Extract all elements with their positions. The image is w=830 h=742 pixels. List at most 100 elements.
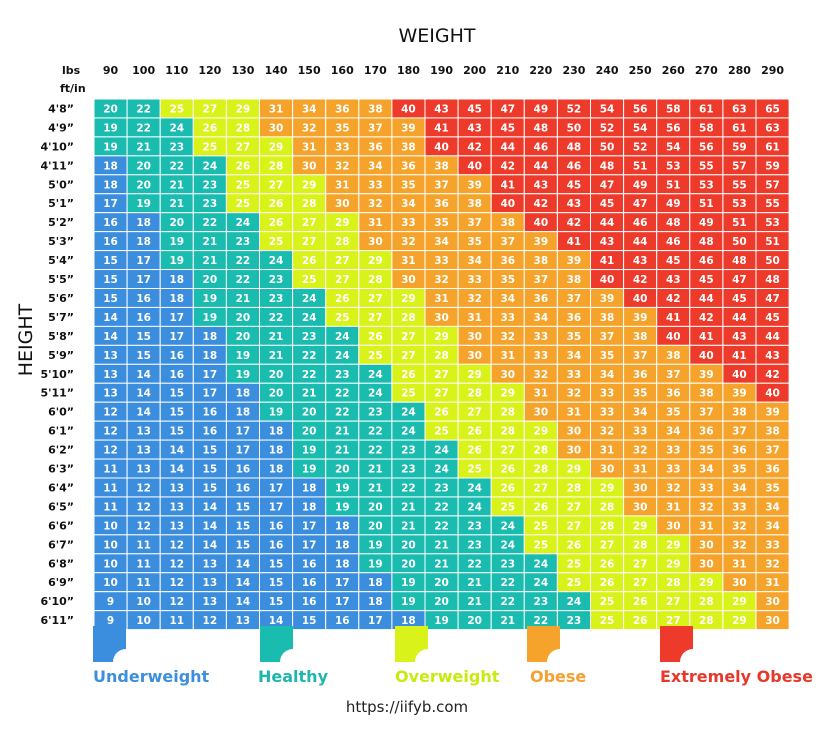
bmi-value: 12 [169, 596, 184, 608]
weight-header: 110 [165, 64, 188, 77]
bmi-value: 24 [368, 388, 383, 400]
weight-header: 200 [463, 64, 486, 77]
weight-header: 160 [331, 64, 354, 77]
bmi-value: 51 [699, 198, 714, 210]
bmi-value: 39 [600, 293, 615, 305]
bmi-value: 33 [666, 464, 681, 476]
bmi-value: 27 [600, 539, 615, 551]
bmi-value: 50 [732, 236, 747, 248]
bmi-value: 31 [401, 255, 416, 267]
bmi-value: 15 [203, 445, 218, 457]
bmi-value: 61 [732, 122, 747, 134]
bmi-value: 21 [269, 331, 284, 343]
bmi-value: 26 [368, 331, 383, 343]
bmi-value: 63 [732, 103, 747, 115]
bmi-value: 31 [534, 388, 549, 400]
bmi-value: 44 [699, 293, 714, 305]
bmi-value: 14 [236, 596, 251, 608]
bmi-value: 36 [699, 426, 714, 438]
bmi-value: 13 [203, 577, 218, 589]
bmi-value: 23 [401, 445, 416, 457]
bmi-value: 42 [500, 160, 515, 172]
bmi-value: 48 [534, 122, 549, 134]
bmi-value: 47 [732, 274, 747, 286]
bmi-value: 24 [467, 482, 482, 494]
bmi-value: 19 [335, 501, 350, 513]
bmi-value: 30 [633, 482, 648, 494]
bmi-value: 45 [765, 312, 780, 324]
bmi-value: 29 [732, 596, 747, 608]
bmi-value: 25 [600, 615, 615, 627]
height-label: 6'8” [48, 557, 74, 570]
bmi-value: 23 [203, 179, 218, 191]
bmi-value: 19 [169, 255, 184, 267]
bmi-value: 30 [765, 615, 780, 627]
bmi-value: 30 [600, 464, 615, 476]
weight-header: 130 [231, 64, 254, 77]
height-label: 4'9” [48, 121, 74, 134]
bmi-value: 36 [633, 369, 648, 381]
bmi-value: 15 [169, 426, 184, 438]
bmi-value: 48 [732, 255, 747, 267]
bmi-value: 21 [269, 350, 284, 362]
weight-header: 100 [132, 64, 155, 77]
bmi-value: 29 [368, 255, 383, 267]
bmi-value: 19 [236, 369, 251, 381]
bmi-value: 17 [136, 274, 151, 286]
bmi-value: 47 [633, 198, 648, 210]
bmi-value: 27 [434, 388, 449, 400]
bmi-value: 19 [368, 558, 383, 570]
bmi-value: 26 [633, 596, 648, 608]
bmi-value: 21 [467, 596, 482, 608]
bmi-value: 16 [169, 350, 184, 362]
bmi-value: 13 [103, 350, 118, 362]
bmi-value: 52 [633, 141, 648, 153]
bmi-value: 30 [699, 539, 714, 551]
bmi-value: 43 [567, 198, 582, 210]
bmi-value: 56 [666, 122, 681, 134]
bmi-value: 40 [699, 350, 714, 362]
bmi-value: 13 [136, 426, 151, 438]
bmi-value: 23 [203, 198, 218, 210]
bmi-value: 25 [600, 596, 615, 608]
bmi-value: 38 [666, 350, 681, 362]
bmi-value: 18 [169, 274, 184, 286]
height-label: 5'2” [48, 216, 74, 229]
bmi-value: 12 [103, 407, 118, 419]
bmi-value: 20 [103, 103, 118, 115]
bmi-value: 32 [633, 445, 648, 457]
legend-label: Underweight [93, 667, 210, 686]
bmi-value: 20 [335, 464, 350, 476]
bmi-value: 20 [401, 558, 416, 570]
bmi-value: 47 [765, 293, 780, 305]
bmi-value: 12 [169, 558, 184, 570]
bmi-value: 45 [699, 274, 714, 286]
bmi-value: 40 [434, 141, 449, 153]
weight-header: 90 [103, 64, 119, 77]
bmi-value: 38 [567, 274, 582, 286]
bmi-value: 32 [666, 482, 681, 494]
bmi-value: 24 [500, 520, 515, 532]
bmi-value: 39 [467, 179, 482, 191]
bmi-value: 27 [666, 615, 681, 627]
bmi-value: 35 [732, 464, 747, 476]
bmi-value: 36 [732, 445, 747, 457]
bmi-value: 12 [169, 539, 184, 551]
bmi-value: 31 [666, 501, 681, 513]
bmi-value: 27 [567, 520, 582, 532]
weight-header: 150 [298, 64, 321, 77]
bmi-value: 19 [169, 236, 184, 248]
bmi-value: 42 [699, 312, 714, 324]
bmi-value: 46 [567, 160, 582, 172]
bmi-value: 44 [534, 160, 549, 172]
bmi-value: 51 [765, 236, 780, 248]
bmi-value: 21 [368, 482, 383, 494]
weight-header: 290 [761, 64, 784, 77]
bmi-value: 16 [236, 482, 251, 494]
bmi-value: 22 [534, 615, 549, 627]
bmi-value: 28 [534, 464, 549, 476]
bmi-value: 34 [567, 350, 582, 362]
bmi-value: 14 [136, 369, 151, 381]
bmi-value: 17 [169, 312, 184, 324]
